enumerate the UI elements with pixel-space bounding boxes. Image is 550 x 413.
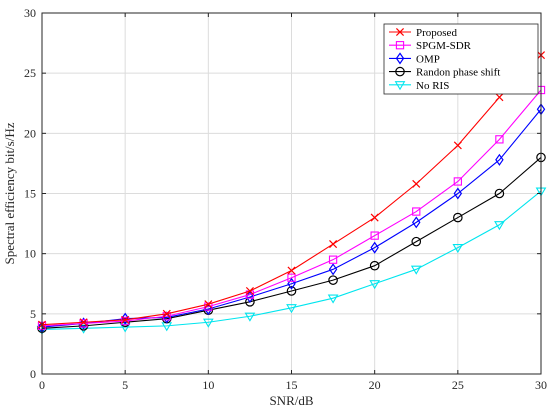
- data-point: [287, 277, 296, 290]
- y-axis-label: Spectral efficiency bit/s/Hz: [2, 122, 17, 264]
- data-point: [121, 316, 130, 326]
- y-tick-label: 20: [24, 126, 36, 140]
- y-tick-label: 10: [24, 247, 36, 261]
- data-point: [204, 300, 213, 309]
- data-point: [395, 66, 405, 77]
- y-tick-label: 0: [30, 367, 36, 381]
- data-point: [395, 41, 405, 50]
- data-point: [369, 280, 381, 290]
- data-point: [328, 275, 338, 285]
- legend-label: Randon phase shift: [416, 67, 500, 79]
- x-axis-label: SNR/dB: [269, 393, 313, 408]
- data-point: [204, 302, 213, 311]
- legend-box: [383, 23, 539, 95]
- data-point: [328, 255, 338, 264]
- data-point: [329, 240, 338, 249]
- legend-label: SPGM-SDR: [416, 40, 472, 52]
- data-point: [411, 236, 422, 247]
- data-point: [394, 81, 406, 91]
- data-point: [370, 213, 379, 222]
- data-point: [495, 93, 504, 102]
- data-point: [453, 141, 462, 150]
- data-point: [495, 135, 504, 144]
- data-point: [286, 304, 297, 314]
- legend-label: No RIS: [416, 80, 449, 92]
- data-point: [245, 296, 255, 307]
- data-point: [494, 188, 505, 199]
- data-point: [453, 212, 463, 223]
- data-point: [286, 286, 297, 296]
- legend-label: Proposed: [416, 27, 457, 39]
- legend-entry: No RIS: [389, 80, 449, 92]
- data-point: [412, 179, 421, 188]
- data-point: [162, 309, 171, 318]
- legend-entry: OMP: [389, 52, 440, 65]
- x-tick-label: 5: [122, 378, 128, 392]
- ticks: 0 5 10 15 20 25 30 0 5 10 15 20 25 30: [24, 6, 547, 392]
- data-point: [244, 312, 256, 322]
- series-line: [41, 89, 542, 327]
- data-point: [370, 241, 379, 254]
- x-tick-label: 15: [286, 378, 298, 392]
- data-point: [245, 286, 254, 295]
- data-point: [287, 266, 296, 275]
- data-point: [370, 231, 379, 240]
- x-tick-label: 0: [39, 378, 45, 392]
- data-point: [410, 265, 422, 275]
- data-point: [395, 52, 405, 65]
- legend-entry: Proposed: [389, 27, 457, 39]
- legend-entry: SPGM-SDR: [389, 40, 472, 52]
- series-line: [41, 156, 542, 329]
- x-tick-label: 10: [202, 378, 214, 392]
- x-tick-label: 30: [535, 378, 547, 392]
- data-point: [395, 27, 405, 37]
- data-point: [121, 315, 130, 324]
- series-3: [37, 152, 546, 334]
- data-point: [327, 294, 339, 304]
- data-point: [452, 244, 464, 254]
- y-tick-label: 25: [24, 66, 36, 80]
- data-point: [162, 312, 171, 321]
- data-point: [494, 221, 505, 231]
- data-point: [202, 318, 214, 328]
- series-line: [41, 108, 542, 328]
- data-point: [287, 273, 296, 282]
- data-point: [412, 216, 421, 229]
- data-point: [79, 318, 88, 327]
- data-point: [120, 317, 130, 328]
- data-point: [453, 187, 463, 200]
- data-point: [453, 177, 462, 186]
- data-point: [78, 324, 89, 334]
- x-tick-label: 20: [369, 378, 381, 392]
- y-tick-label: 15: [24, 187, 36, 201]
- legend-label: OMP: [416, 53, 440, 65]
- data-point: [412, 207, 421, 216]
- x-tick-label: 25: [452, 378, 464, 392]
- legend-entry: Randon phase shift: [389, 67, 500, 79]
- y-tick-label: 5: [30, 307, 36, 321]
- data-point: [328, 263, 338, 276]
- series-1: [37, 85, 546, 331]
- data-point: [369, 260, 380, 271]
- data-point: [495, 153, 504, 166]
- y-tick-label: 30: [24, 6, 36, 20]
- series-line: [41, 190, 542, 331]
- data-point: [79, 319, 88, 328]
